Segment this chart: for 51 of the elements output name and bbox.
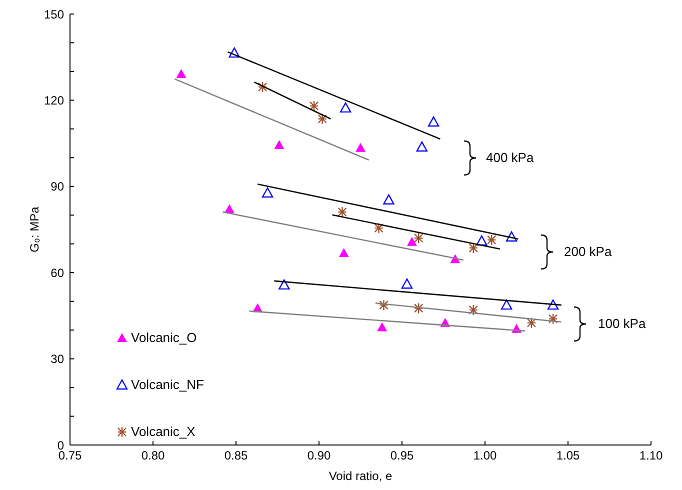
y-tick-label: 150	[44, 7, 64, 22]
point	[468, 242, 478, 254]
point	[338, 206, 347, 218]
point	[278, 279, 290, 290]
point	[468, 304, 478, 316]
y-tick-label: 60	[50, 266, 64, 280]
x-tick-label: 0.90	[307, 448, 331, 463]
point	[500, 299, 512, 310]
x-tick-label: 0.95	[390, 448, 414, 463]
x-tick-label: 0.85	[224, 448, 248, 463]
annotation: 100 kPa	[598, 316, 646, 331]
point	[318, 113, 327, 124]
x-tick-label: 1.05	[556, 448, 580, 463]
point	[309, 100, 319, 112]
point	[416, 141, 428, 152]
x-axis-title: Void ratio, e	[328, 469, 393, 483]
point	[526, 317, 536, 328]
legend-label: Volcanic_NF	[131, 377, 204, 392]
point	[383, 194, 394, 205]
point	[374, 222, 384, 234]
y-tick-label: 90	[50, 180, 64, 194]
legend-label: Volcanic_O	[131, 330, 197, 345]
point	[379, 299, 388, 311]
point	[228, 47, 240, 58]
point	[548, 313, 558, 324]
y-axis-title: G₀: MPa	[27, 206, 42, 252]
point	[414, 232, 424, 244]
point	[338, 248, 349, 258]
point	[506, 231, 518, 242]
point	[176, 69, 186, 78]
point	[414, 302, 424, 314]
point	[340, 102, 352, 113]
point	[377, 322, 388, 332]
legend-label: Volcanic_X	[131, 424, 196, 439]
point	[428, 116, 440, 127]
y-tick-label: 120	[44, 93, 64, 108]
annotation: 200 kPa	[564, 244, 612, 259]
point	[476, 235, 488, 246]
y-tick-label: 30	[50, 352, 64, 366]
point	[406, 236, 417, 246]
point	[274, 140, 284, 150]
point	[547, 299, 559, 310]
annotation: 400 kPa	[486, 150, 534, 165]
point	[262, 187, 274, 198]
point	[356, 142, 366, 152]
x-tick-label: 1.10	[639, 448, 663, 463]
x-tick-label: 1.00	[473, 448, 497, 463]
x-tick-label: 0.80	[141, 448, 165, 463]
point	[487, 234, 496, 246]
point	[401, 278, 413, 289]
point	[258, 81, 268, 93]
